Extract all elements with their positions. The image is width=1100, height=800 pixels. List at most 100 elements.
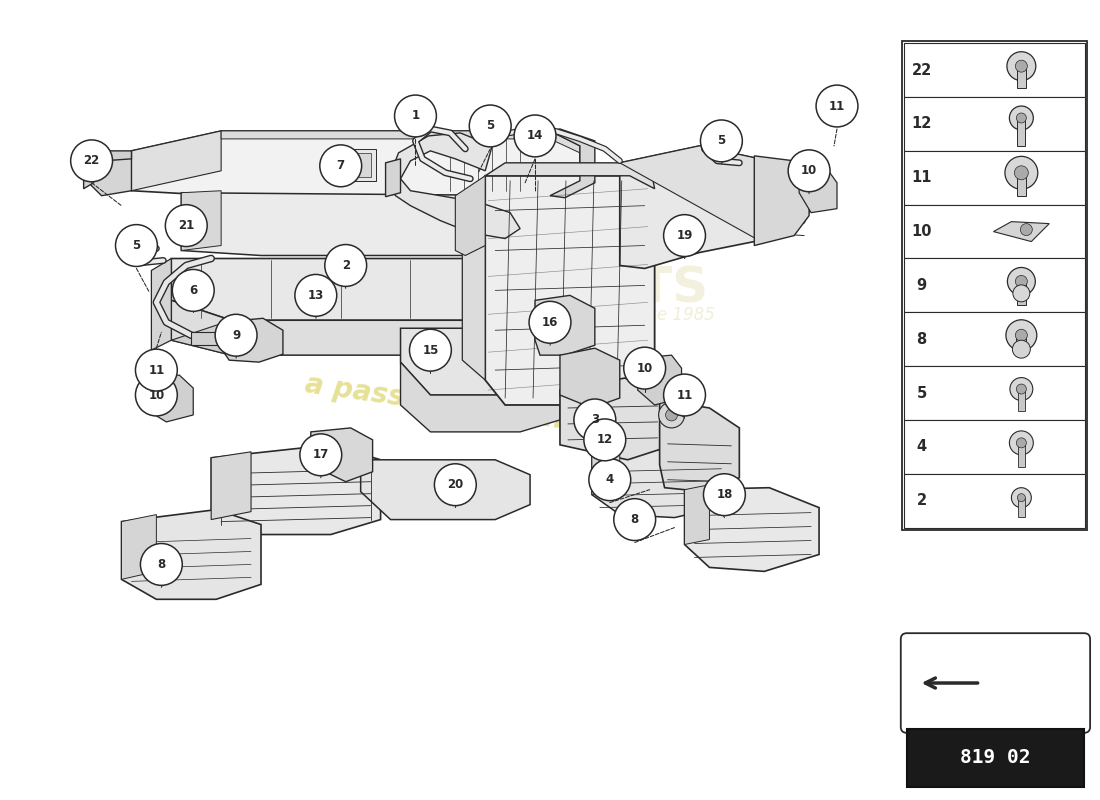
Text: 16: 16 — [542, 316, 558, 329]
Circle shape — [141, 543, 183, 586]
Text: 7: 7 — [337, 159, 344, 172]
FancyBboxPatch shape — [904, 43, 1085, 97]
Polygon shape — [361, 460, 530, 519]
Text: since 1985: since 1985 — [624, 306, 715, 324]
Circle shape — [1018, 494, 1025, 502]
Circle shape — [514, 115, 556, 157]
Polygon shape — [121, 510, 261, 599]
Circle shape — [395, 95, 437, 137]
Circle shape — [324, 245, 366, 286]
FancyBboxPatch shape — [901, 633, 1090, 733]
Circle shape — [584, 419, 626, 461]
Text: 11: 11 — [912, 170, 932, 186]
Polygon shape — [121, 514, 156, 579]
Text: 8: 8 — [916, 332, 927, 346]
Polygon shape — [172, 320, 231, 355]
Circle shape — [704, 474, 746, 515]
Text: 11: 11 — [676, 389, 693, 402]
Text: 11: 11 — [148, 364, 165, 377]
Circle shape — [1008, 267, 1035, 295]
Text: 1: 1 — [411, 110, 419, 122]
Polygon shape — [485, 176, 654, 405]
Circle shape — [409, 330, 451, 371]
Text: 5: 5 — [717, 134, 726, 147]
FancyBboxPatch shape — [1018, 389, 1025, 411]
Text: 12: 12 — [912, 117, 932, 131]
Text: 819 02: 819 02 — [960, 748, 1031, 767]
Polygon shape — [799, 166, 837, 213]
FancyBboxPatch shape — [904, 474, 1085, 527]
Polygon shape — [684, 485, 710, 545]
Text: 12: 12 — [596, 434, 613, 446]
Text: 22: 22 — [84, 154, 100, 167]
Text: 18: 18 — [716, 488, 733, 501]
Polygon shape — [311, 428, 373, 482]
FancyBboxPatch shape — [904, 258, 1085, 312]
Circle shape — [173, 270, 214, 311]
Circle shape — [701, 120, 743, 162]
Polygon shape — [87, 151, 132, 196]
Text: a passion for parts: a passion for parts — [302, 370, 598, 439]
Text: 3: 3 — [591, 414, 598, 426]
Circle shape — [148, 375, 174, 401]
Polygon shape — [550, 129, 595, 198]
Polygon shape — [132, 131, 580, 196]
Circle shape — [816, 85, 858, 127]
Circle shape — [666, 409, 678, 421]
Text: 19: 19 — [676, 229, 693, 242]
Polygon shape — [455, 176, 485, 255]
FancyBboxPatch shape — [904, 366, 1085, 420]
Polygon shape — [560, 378, 664, 460]
Polygon shape — [388, 133, 520, 238]
Circle shape — [216, 314, 257, 356]
Circle shape — [1016, 384, 1026, 394]
Text: 4: 4 — [916, 439, 927, 454]
Polygon shape — [221, 131, 580, 153]
Text: ELCO
PARTS: ELCO PARTS — [531, 209, 708, 312]
Polygon shape — [182, 193, 580, 255]
Text: 10: 10 — [637, 362, 652, 374]
Text: 8: 8 — [157, 558, 165, 571]
Polygon shape — [535, 295, 595, 355]
Circle shape — [1005, 320, 1037, 350]
Text: 4: 4 — [606, 474, 614, 486]
Text: 8: 8 — [630, 513, 639, 526]
Circle shape — [789, 150, 830, 192]
Circle shape — [1016, 438, 1026, 448]
Text: 11: 11 — [829, 99, 845, 113]
Polygon shape — [560, 348, 619, 408]
FancyBboxPatch shape — [904, 420, 1085, 474]
Polygon shape — [755, 156, 810, 246]
Text: 2: 2 — [342, 259, 350, 272]
Text: 10: 10 — [912, 224, 932, 239]
Polygon shape — [221, 318, 283, 362]
Circle shape — [165, 205, 207, 246]
Polygon shape — [152, 258, 172, 350]
Text: 10: 10 — [148, 389, 165, 402]
Polygon shape — [400, 362, 560, 432]
Polygon shape — [993, 222, 1049, 242]
Circle shape — [1013, 285, 1030, 302]
Polygon shape — [172, 300, 520, 355]
Circle shape — [614, 498, 656, 541]
FancyBboxPatch shape — [1016, 335, 1026, 355]
Text: 15: 15 — [422, 344, 439, 357]
Circle shape — [1015, 275, 1027, 287]
Circle shape — [663, 374, 705, 416]
Circle shape — [624, 347, 666, 389]
Circle shape — [1015, 60, 1027, 72]
Polygon shape — [619, 146, 814, 241]
Text: 21: 21 — [178, 219, 195, 232]
Circle shape — [1015, 330, 1027, 342]
Circle shape — [1016, 113, 1026, 123]
Text: 5: 5 — [132, 239, 141, 252]
FancyBboxPatch shape — [904, 312, 1085, 366]
Polygon shape — [619, 146, 814, 269]
Circle shape — [1014, 166, 1028, 180]
FancyBboxPatch shape — [1016, 282, 1026, 306]
Text: 10: 10 — [801, 164, 817, 178]
Circle shape — [663, 214, 705, 257]
Circle shape — [116, 225, 157, 266]
Circle shape — [659, 402, 684, 428]
Polygon shape — [638, 355, 682, 405]
